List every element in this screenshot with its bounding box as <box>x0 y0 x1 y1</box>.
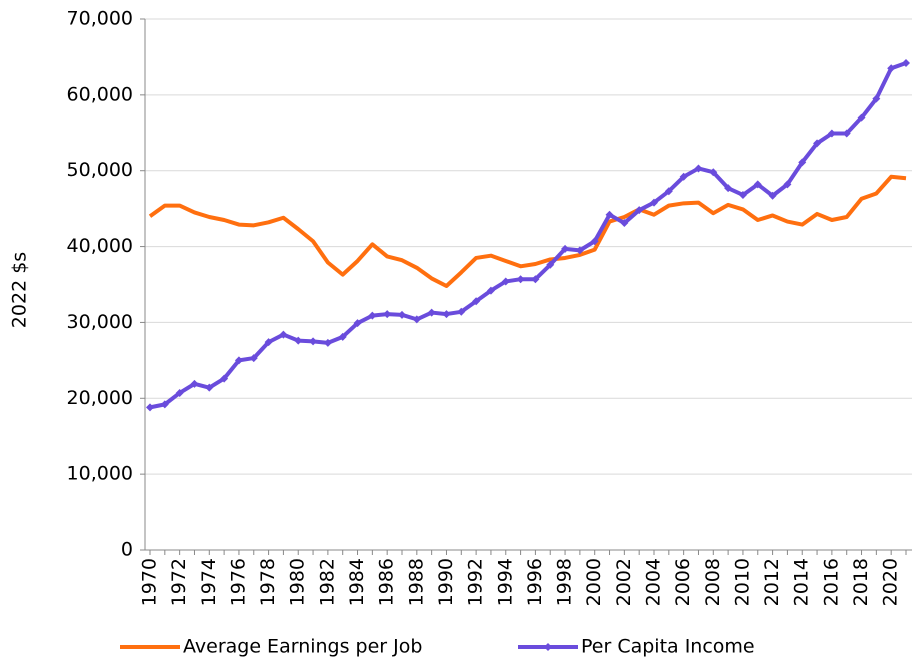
point-marker <box>398 310 406 319</box>
point-marker <box>427 308 436 317</box>
x-tick-label: 1986 <box>376 558 398 606</box>
x-tick-label: 2008 <box>702 558 724 606</box>
point-marker <box>635 206 644 215</box>
point-marker <box>709 168 718 177</box>
x-tick-label: 2016 <box>820 558 842 606</box>
x-tick-label: 1992 <box>465 558 487 606</box>
point-marker <box>412 315 421 324</box>
x-tick-label: 1978 <box>257 558 279 606</box>
x-tick-label: 1976 <box>227 558 249 606</box>
point-marker <box>383 310 392 319</box>
point-marker <box>857 113 866 122</box>
point-marker <box>813 139 822 148</box>
point-marker <box>190 379 199 388</box>
x-tick-label: 1974 <box>198 558 220 606</box>
y-axis-label: 2022 $s <box>9 252 31 328</box>
y-tick-label: 30,000 <box>67 311 133 333</box>
point-marker <box>279 330 288 339</box>
x-tick-label: 2006 <box>672 558 694 606</box>
point-marker <box>887 64 896 73</box>
x-tick-label: 1982 <box>316 558 338 606</box>
point-marker <box>146 403 154 412</box>
point-marker <box>620 219 629 228</box>
point-marker <box>457 307 466 316</box>
y-tick-label: 40,000 <box>67 235 133 257</box>
y-tick-label: 60,000 <box>67 83 133 105</box>
point-marker <box>442 310 451 319</box>
y-tick-label: 0 <box>121 539 133 561</box>
x-tick-label: 1996 <box>524 558 546 606</box>
x-tick-label: 1994 <box>494 558 516 606</box>
x-tick-label: 2004 <box>643 558 665 606</box>
point-marker <box>264 338 273 347</box>
legend-label: Per Capita Income <box>581 636 755 658</box>
point-marker <box>783 180 792 189</box>
point-marker <box>175 388 184 397</box>
point-marker <box>309 337 318 346</box>
x-tick-label: 1984 <box>346 558 368 606</box>
point-marker <box>516 275 525 284</box>
x-tick-label: 2000 <box>583 558 605 606</box>
x-tick-label: 2020 <box>880 558 902 606</box>
point-marker <box>486 286 495 295</box>
x-tick-label: 1998 <box>554 558 576 606</box>
x-tick-label: 2002 <box>613 558 635 606</box>
point-marker <box>531 275 540 284</box>
x-tick-label: 2014 <box>791 558 813 606</box>
x-tick-label: 1970 <box>139 558 161 606</box>
point-marker <box>338 332 347 341</box>
point-marker <box>546 260 555 269</box>
x-tick-label: 1988 <box>405 558 427 606</box>
y-tick-label: 20,000 <box>67 387 133 409</box>
legend-label: Average Earnings per Job <box>183 636 422 658</box>
point-marker <box>872 94 881 103</box>
point-marker <box>679 172 688 181</box>
x-tick-label: 2012 <box>761 558 783 606</box>
point-marker <box>353 319 362 328</box>
point-marker <box>590 237 599 246</box>
point-marker <box>694 164 703 173</box>
point-marker <box>842 129 851 138</box>
point-marker <box>768 191 777 200</box>
legend-marker <box>544 643 552 651</box>
point-marker <box>472 297 481 306</box>
y-tick-label: 70,000 <box>67 8 133 30</box>
point-marker <box>575 246 584 255</box>
point-marker <box>798 158 807 167</box>
point-marker <box>501 277 510 286</box>
point-marker <box>753 180 762 189</box>
series-line <box>148 174 907 289</box>
point-marker <box>724 184 733 193</box>
y-tick-label: 10,000 <box>67 463 133 485</box>
x-tick-label: 2010 <box>731 558 753 606</box>
point-marker <box>561 244 570 253</box>
point-marker <box>664 187 673 196</box>
point-marker <box>160 400 169 409</box>
point-marker <box>738 190 747 199</box>
point-marker <box>827 129 836 138</box>
point-marker <box>902 58 910 67</box>
x-tick-label: 1972 <box>168 558 190 606</box>
point-marker <box>234 356 243 365</box>
series-line <box>149 61 907 410</box>
x-tick-label: 2018 <box>850 558 872 606</box>
point-marker <box>249 354 258 363</box>
point-marker <box>605 210 614 219</box>
y-tick-label: 50,000 <box>67 159 133 181</box>
point-marker <box>220 374 229 383</box>
point-marker <box>650 198 658 207</box>
point-marker <box>323 338 332 347</box>
x-tick-label: 1980 <box>287 558 309 606</box>
point-marker <box>205 383 214 392</box>
x-tick-label: 1990 <box>435 558 457 606</box>
point-marker <box>294 336 303 345</box>
point-marker <box>368 311 377 320</box>
